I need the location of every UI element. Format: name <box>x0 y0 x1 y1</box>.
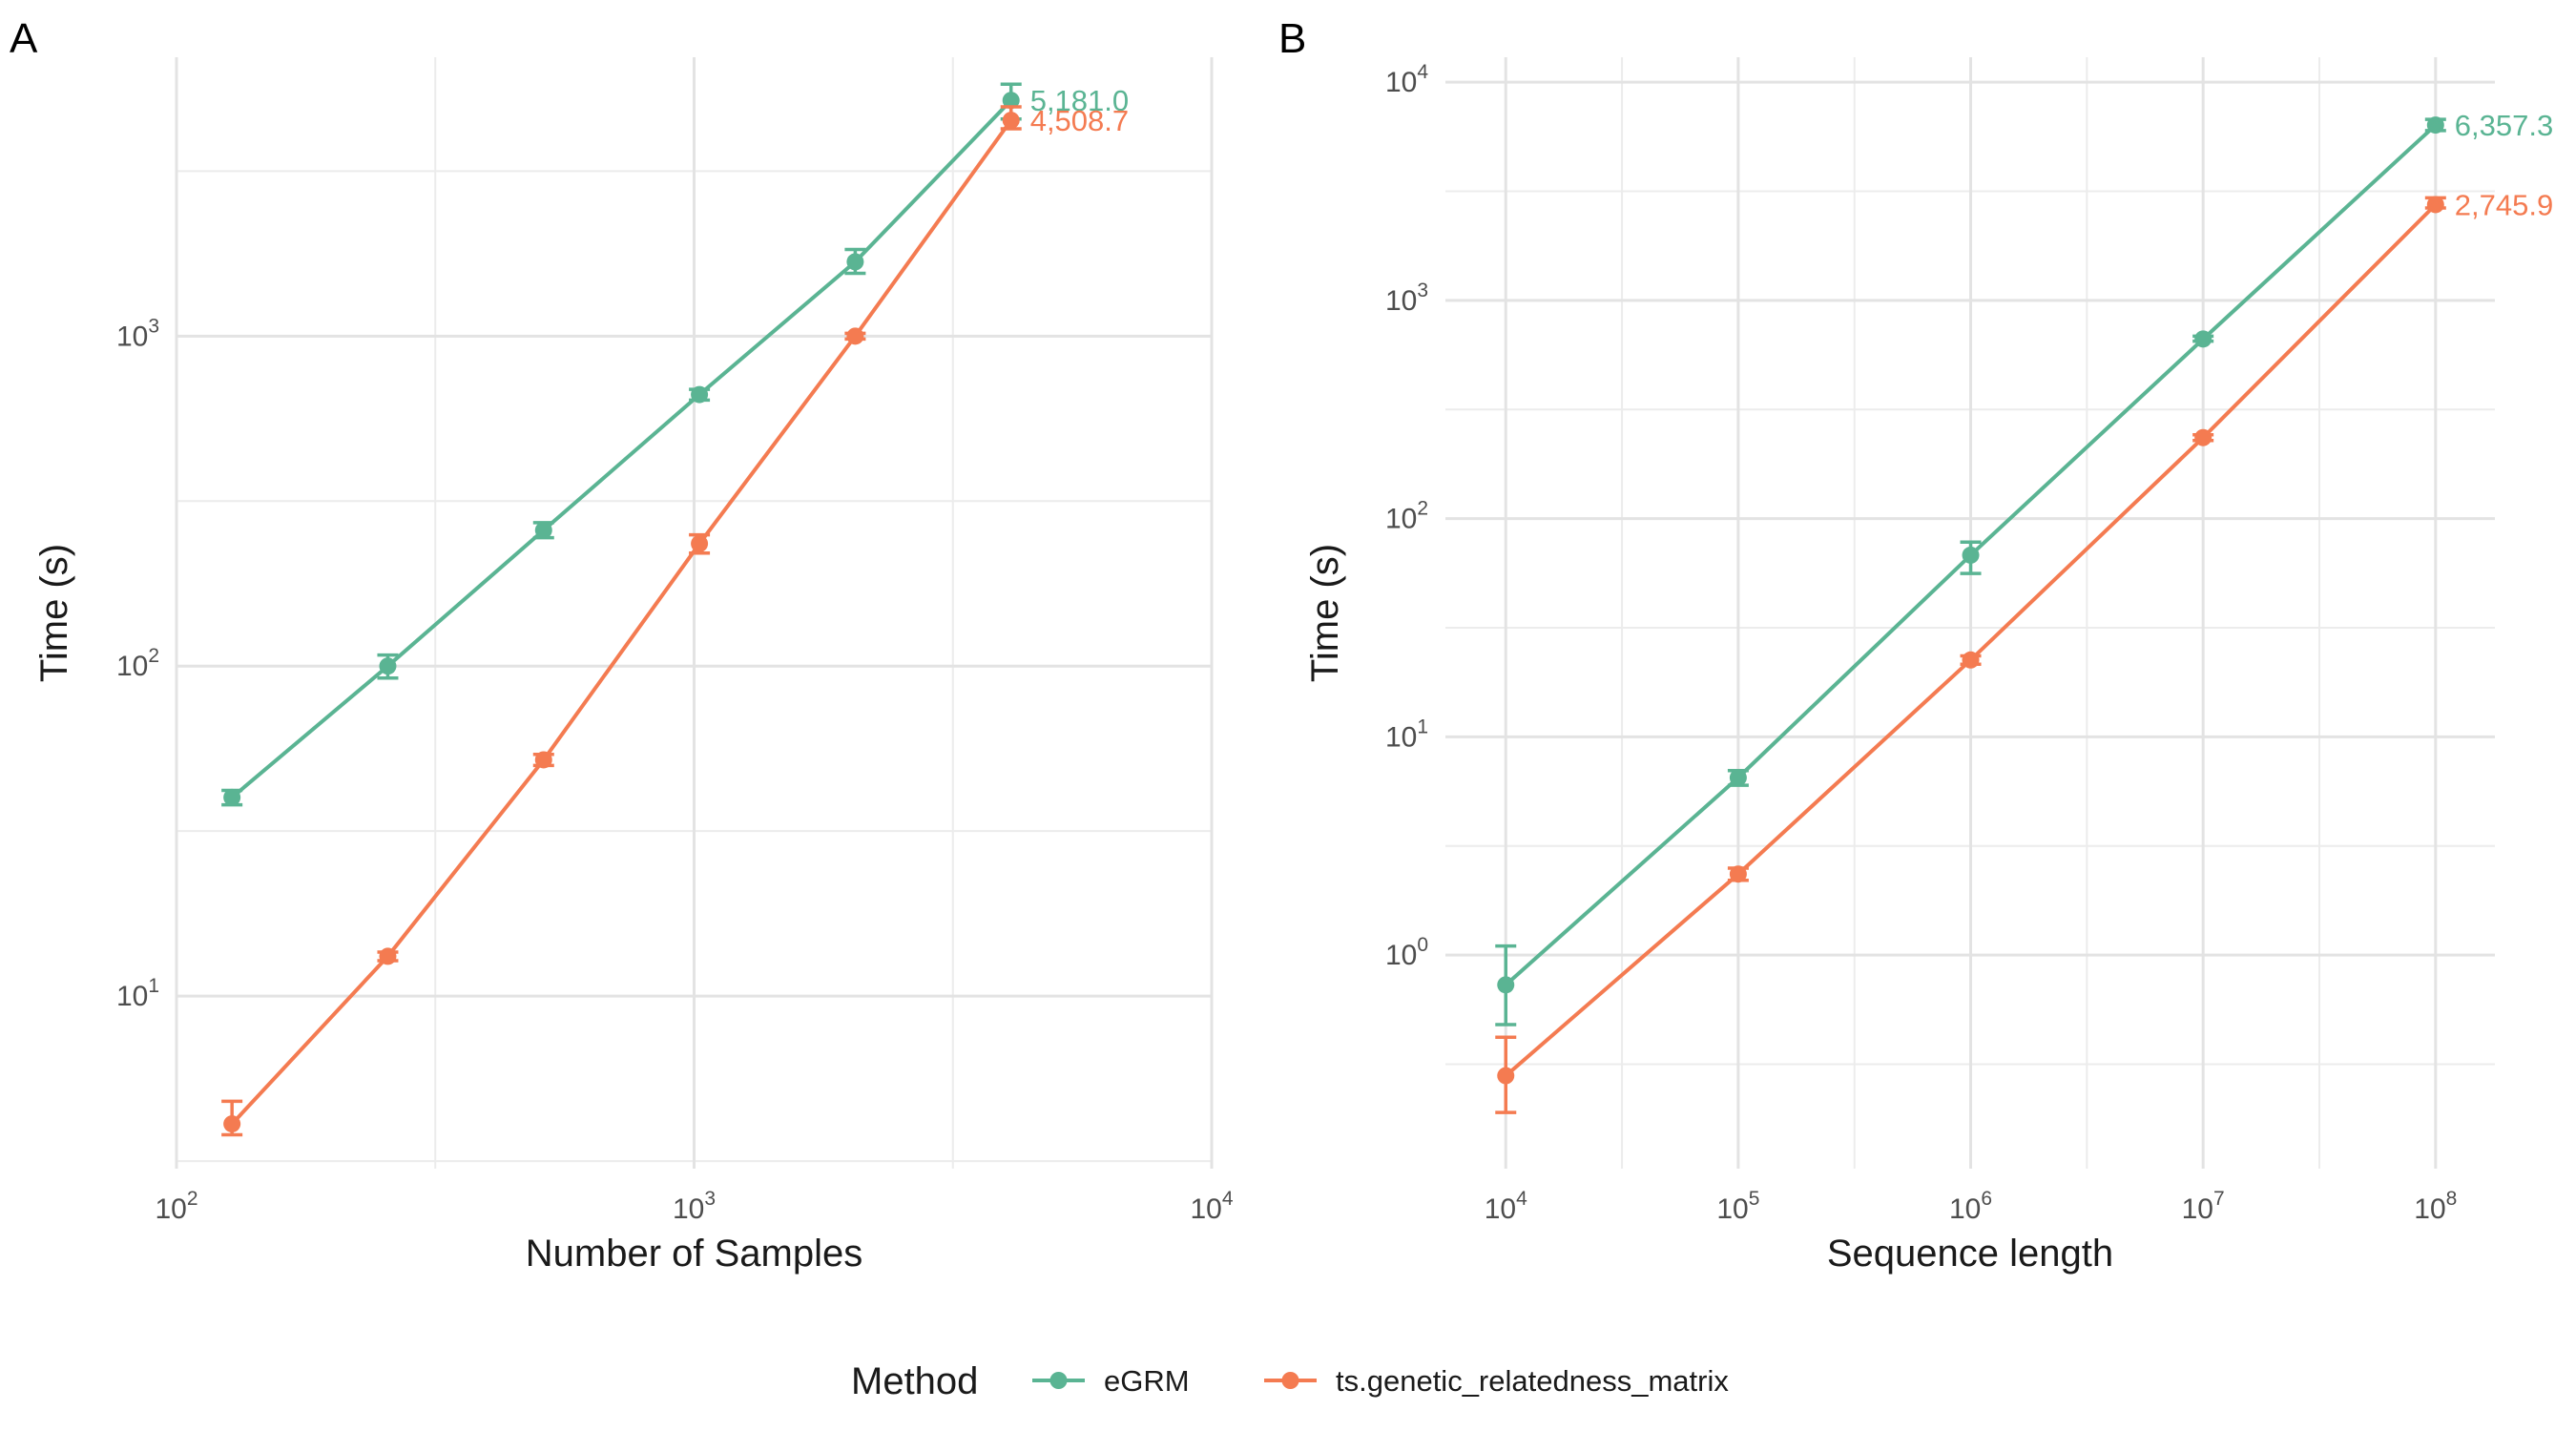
panel-a-end-label: 4,508.7 <box>1030 104 1129 137</box>
legend-title: Method <box>851 1360 978 1402</box>
panel-b-x-tick-label: 106 <box>1949 1188 1992 1225</box>
panel-a-x-tick-label: 104 <box>1190 1188 1233 1225</box>
panel-b-data-point <box>1729 769 1747 787</box>
panel-a-y-tick-label: 102 <box>116 645 159 682</box>
panel-b-y-axis-title: Time (s) <box>1304 544 1346 682</box>
panel-b-tag: B <box>1278 15 1306 62</box>
panel-a-series-ts-grm: 4,508.7 <box>221 104 1129 1137</box>
panel-a-end-label: 5,181.0 <box>1030 84 1129 117</box>
panel-b-data-point <box>1729 865 1747 883</box>
panel-b-end-label: 6,357.3 <box>2455 109 2553 142</box>
legend-label: eGRM <box>1104 1364 1190 1398</box>
panel-b: 104 105 106 107 108 100 101 102 103 104 Sequence l… <box>1278 15 2553 1275</box>
panel-a-series-egrm: 5,181.0 <box>221 82 1129 807</box>
panel-b-series-ts-grm: 2,745.9 <box>1495 188 2553 1114</box>
panel-a-data-point <box>379 657 397 675</box>
panel-a-gridlines <box>175 57 1214 1169</box>
panel-b-x-tick-label: 107 <box>2182 1188 2225 1225</box>
legend-item-ts-grm: ts.genetic_relatedness_matrix <box>1264 1364 1729 1398</box>
panel-b-data-point <box>1962 546 1980 564</box>
panel-b-y-tick-label: 102 <box>1385 498 1428 535</box>
panel-b-y-tick-label: 103 <box>1385 280 1428 317</box>
panel-a-y-tick-label: 103 <box>116 315 159 352</box>
legend: Method eGRM ts.genetic_relatedness_matrix <box>851 1360 1729 1402</box>
panel-a: 102 103 104 101 102 103 Number of Samples Time … <box>10 15 1234 1275</box>
panel-b-data-point <box>1497 1067 1515 1085</box>
panel-a-data-point <box>534 751 552 769</box>
panel-a-data-point <box>846 253 864 271</box>
legend-key-point <box>1281 1372 1299 1389</box>
panel-b-x-tick-label: 108 <box>2414 1188 2457 1225</box>
panel-b-y-tick-label: 100 <box>1385 934 1428 971</box>
panel-b-gridlines <box>1445 57 2495 1169</box>
legend-key-point <box>1049 1372 1068 1389</box>
panel-a-x-axis-title: Number of Samples <box>526 1233 862 1275</box>
panel-a-data-point <box>223 1115 241 1133</box>
panel-a-x-tick-label: 103 <box>673 1188 716 1225</box>
panel-a-data-point <box>846 327 864 345</box>
panel-b-series-egrm: 6,357.3 <box>1495 109 2553 1027</box>
panel-b-x-tick-label: 104 <box>1485 1188 1527 1225</box>
panel-b-data-point <box>1497 976 1515 994</box>
panel-a-series-line <box>230 98 1013 799</box>
panel-a-x-tick-label: 102 <box>155 1188 197 1225</box>
panel-b-x-tick-label: 105 <box>1716 1188 1759 1225</box>
panel-b-x-axis-title: Sequence length <box>1827 1233 2113 1275</box>
legend-label: ts.genetic_relatedness_matrix <box>1336 1364 1729 1398</box>
panel-a-tag: A <box>10 15 38 62</box>
panel-a-data-point <box>691 534 709 552</box>
panel-b-data-point <box>2426 116 2444 135</box>
panel-b-y-tick-label: 104 <box>1385 61 1428 98</box>
panel-b-data-point <box>2194 330 2212 348</box>
panel-b-y-tick-label: 101 <box>1385 716 1428 753</box>
panel-a-data-point <box>379 947 397 965</box>
panel-a-y-tick-label: 101 <box>116 975 159 1012</box>
panel-a-data-point <box>1002 112 1020 130</box>
panel-a-y-axis-title: Time (s) <box>33 544 75 682</box>
panel-a-data-point <box>223 788 241 806</box>
panel-b-data-point <box>2194 428 2212 446</box>
panel-b-data-point <box>2426 196 2444 214</box>
panel-b-data-point <box>1962 651 1980 669</box>
panel-a-data-point <box>534 521 552 539</box>
panel-b-end-label: 2,745.9 <box>2455 188 2553 221</box>
panel-a-series-line <box>230 118 1013 1126</box>
legend-item-egrm: eGRM <box>1032 1364 1190 1398</box>
panel-a-data-point <box>691 385 709 404</box>
panel-a-data-point <box>1002 92 1020 110</box>
